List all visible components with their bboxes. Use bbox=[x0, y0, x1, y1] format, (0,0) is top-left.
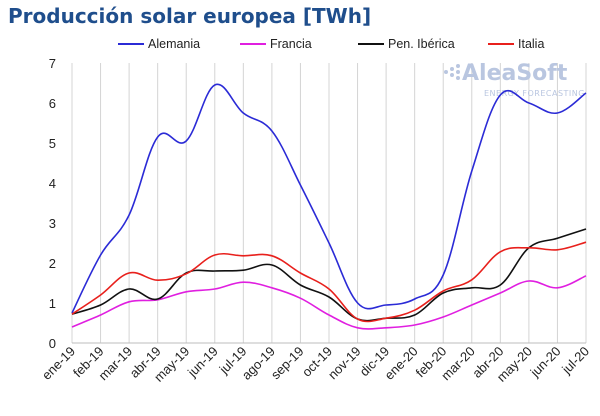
watermark-tagline: ENERGY FORECASTING bbox=[484, 89, 585, 98]
watermark-name: AleaSoft bbox=[462, 61, 568, 86]
y-tick-label: 1 bbox=[49, 296, 56, 311]
legend-label-italia: Italia bbox=[518, 37, 544, 51]
legend: Alemania Francia Pen. Ibérica Italia bbox=[118, 37, 544, 51]
x-tick-label: jul-20 bbox=[558, 344, 592, 378]
y-tick-label: 2 bbox=[49, 256, 56, 271]
x-tick-label: sep-19 bbox=[268, 344, 307, 383]
legend-label-pen-iberica: Pen. Ibérica bbox=[388, 37, 455, 51]
x-axis: ene-19feb-19mar-19abr-19may-19jun-19jul-… bbox=[39, 344, 592, 385]
y-tick-label: 7 bbox=[49, 56, 56, 71]
grid-lines bbox=[71, 63, 587, 344]
legend-label-alemania: Alemania bbox=[148, 37, 200, 51]
y-tick-label: 3 bbox=[49, 216, 56, 231]
series-lines bbox=[71, 83, 587, 330]
y-tick-label: 4 bbox=[49, 176, 56, 191]
chart-title: Producción solar europea [TWh] bbox=[8, 4, 372, 28]
y-tick-label: 6 bbox=[49, 96, 56, 111]
x-tick-label: jun-19 bbox=[184, 344, 221, 381]
series-line-pen-iberica bbox=[71, 228, 587, 322]
series-line-alemania bbox=[71, 83, 587, 314]
y-tick-label: 5 bbox=[49, 136, 56, 151]
legend-label-francia: Francia bbox=[270, 37, 312, 51]
aleasoft-logo: AleaSoft ENERGY FORECASTING bbox=[444, 61, 585, 98]
y-tick-label: 0 bbox=[49, 336, 56, 351]
series-line-italia bbox=[71, 241, 587, 323]
x-tick-label: ene-19 bbox=[39, 344, 78, 383]
x-tick-label: nov-19 bbox=[325, 344, 364, 383]
x-tick-label: jun-20 bbox=[527, 344, 564, 381]
y-axis: 0 1 2 3 4 5 6 7 bbox=[49, 56, 56, 351]
